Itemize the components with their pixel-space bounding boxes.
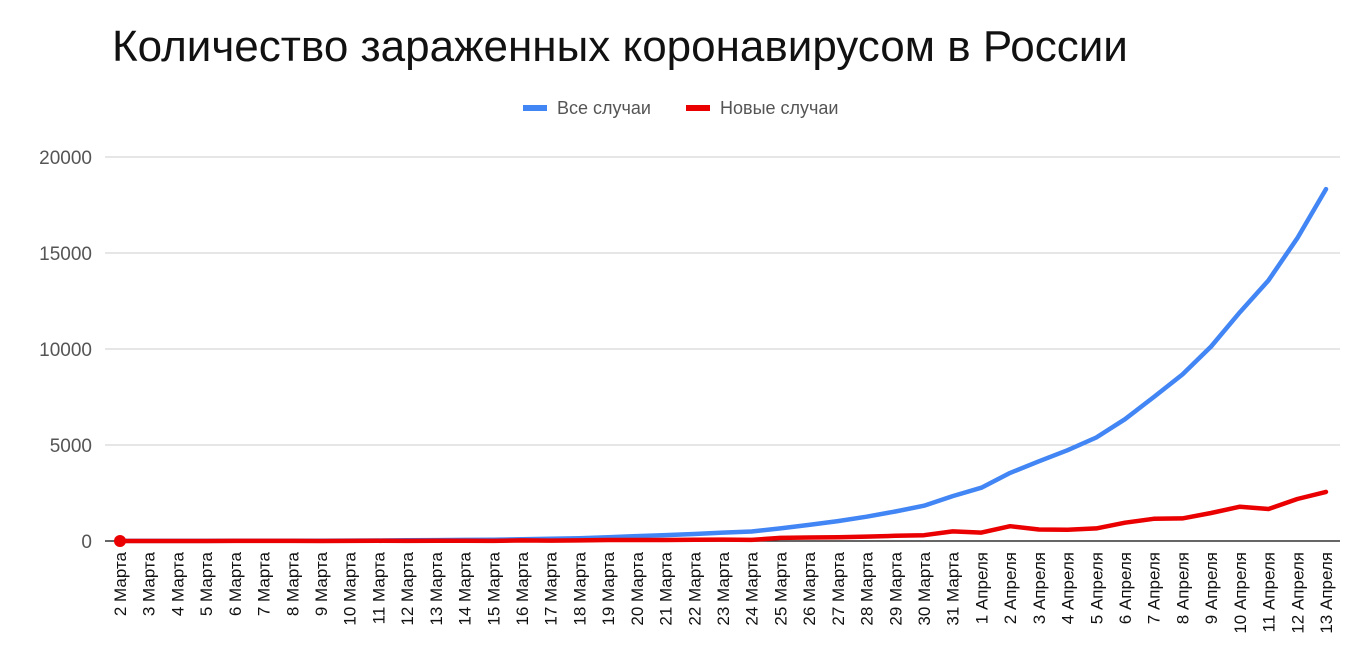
x-tick-label: 1 Апреля [972, 552, 991, 624]
x-tick-label: 15 Марта [484, 551, 503, 625]
legend-label-new-cases: Новые случаи [720, 97, 839, 118]
legend-swatch-all-cases [523, 105, 547, 111]
x-tick-label: 24 Марта [743, 551, 762, 625]
legend-item-new-cases[interactable]: Новые случаи [686, 94, 838, 122]
x-tick-label: 28 Марта [858, 551, 877, 625]
x-axis-tick-labels: 2 Марта 3 Марта 4 Марта 5 Марта 6 Марта 7 Мар… [111, 551, 1336, 633]
x-tick-label: 13 Марта [427, 551, 446, 625]
x-tick-label: 8 Апреля [1173, 552, 1192, 624]
x-tick-label: 12 Апреля [1288, 552, 1307, 634]
x-tick-label: 30 Марта [915, 551, 934, 625]
x-tick-label: 7 Апреля [1145, 552, 1164, 624]
x-tick-label: 13 Апреля [1317, 552, 1336, 634]
x-tick-label: 5 Марта [197, 551, 216, 616]
x-tick-label: 5 Апреля [1087, 552, 1106, 624]
series-lines [114, 186, 1329, 547]
x-tick-label: 3 Марта [140, 551, 159, 616]
chart-title: Количество зараженных коронавирусом в Ро… [112, 22, 1128, 71]
legend: Все случаи Новые случаи [0, 94, 1360, 122]
x-tick-label: 3 Апреля [1030, 552, 1049, 624]
x-tick-label: 12 Марта [398, 551, 417, 625]
x-tick-label: 4 Марта [168, 551, 187, 616]
x-tick-label: 10 Апреля [1231, 552, 1250, 634]
x-tick-label: 21 Марта [657, 551, 676, 625]
x-tick-label: 22 Марта [685, 551, 704, 625]
x-tick-label: 9 Марта [312, 551, 331, 616]
x-tick-label: 6 Марта [226, 551, 245, 616]
x-tick-label: 8 Марта [283, 551, 302, 616]
data-point-new-cases[interactable] [114, 535, 126, 547]
x-tick-label: 26 Марта [800, 551, 819, 625]
x-tick-label: 2 Апреля [1001, 552, 1020, 624]
grid-lines [105, 156, 1340, 542]
y-axis-tick-labels: 0 5000 10000 15000 20000 [39, 148, 92, 553]
x-tick-label: 9 Апреля [1202, 552, 1221, 624]
x-tick-label: 2 Марта [111, 551, 130, 616]
x-tick-label: 7 Марта [255, 551, 274, 616]
y-tick-label: 5000 [50, 436, 92, 457]
x-tick-label: 31 Марта [944, 551, 963, 625]
y-tick-label: 15000 [39, 244, 92, 265]
x-tick-label: 4 Апреля [1059, 552, 1078, 624]
x-tick-label: 18 Марта [570, 551, 589, 625]
x-tick-label: 27 Марта [829, 551, 848, 625]
y-tick-label: 10000 [39, 340, 92, 361]
x-tick-label: 11 Апреля [1260, 552, 1279, 632]
x-tick-label: 10 Марта [341, 551, 360, 625]
legend-label-all-cases: Все случаи [557, 97, 651, 118]
legend-swatch-new-cases [686, 105, 710, 111]
series-line-all-cases [117, 186, 1329, 544]
x-tick-label: 20 Марта [628, 551, 647, 625]
y-tick-label: 0 [81, 532, 92, 553]
x-tick-label: 6 Апреля [1116, 552, 1135, 624]
x-tick-label: 23 Марта [714, 551, 733, 625]
x-tick-label: 14 Марта [456, 551, 475, 625]
x-tick-label: 16 Марта [513, 551, 532, 625]
legend-item-all-cases[interactable]: Все случаи [523, 94, 651, 122]
series-line-new-cases [117, 489, 1329, 544]
y-tick-label: 20000 [39, 148, 92, 169]
x-tick-label: 17 Марта [542, 551, 561, 625]
x-tick-label: 29 Марта [886, 551, 905, 625]
x-tick-label: 25 Марта [771, 551, 790, 625]
x-tick-label: 11 Марта [369, 551, 388, 624]
x-tick-label: 19 Марта [599, 551, 618, 625]
